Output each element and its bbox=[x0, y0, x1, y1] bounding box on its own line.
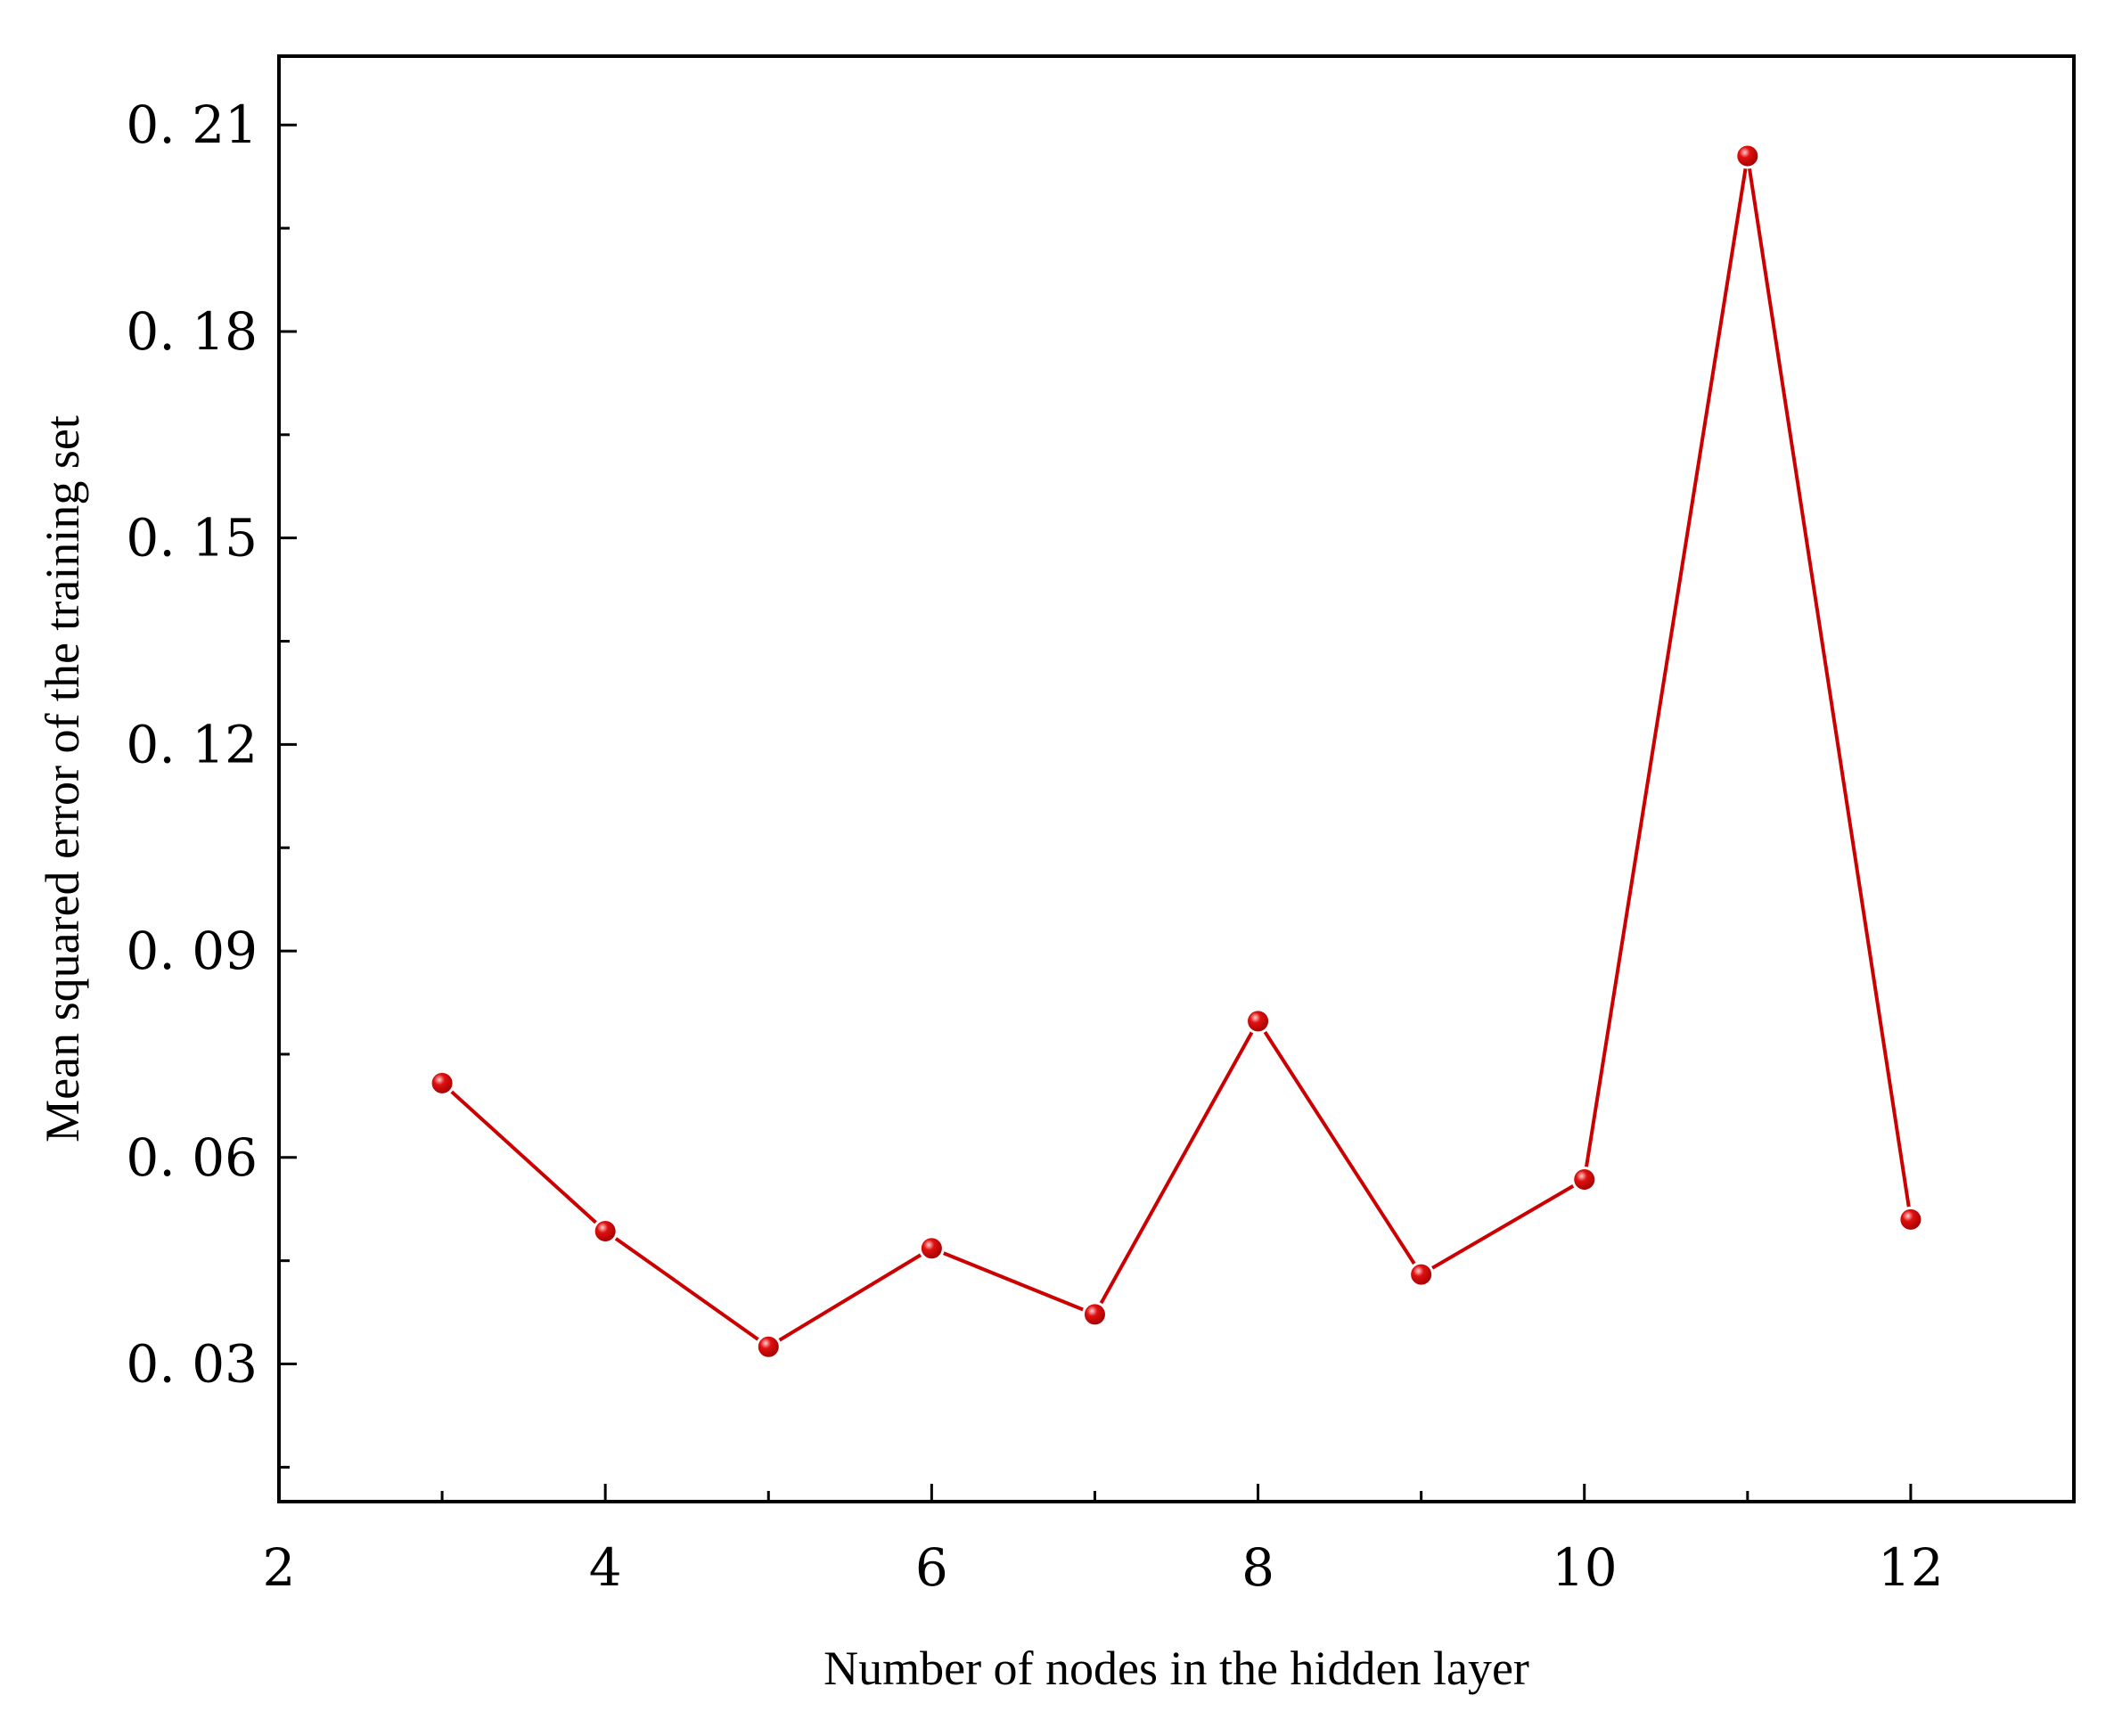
data-point bbox=[1081, 1301, 1108, 1328]
data-point bbox=[918, 1235, 945, 1262]
y-tick-label: 0. 03 bbox=[126, 1334, 258, 1395]
y-axis-title: Mean squared error of the training set bbox=[36, 415, 89, 1142]
x-axis-title: Number of nodes in the hidden layer bbox=[823, 1642, 1529, 1695]
y-tick-label: 0. 15 bbox=[126, 508, 258, 569]
axis-ticks bbox=[277, 123, 1913, 1502]
y-tick-label: 0. 18 bbox=[126, 301, 258, 362]
x-tick-label: 6 bbox=[915, 1537, 948, 1598]
plot-frame bbox=[277, 54, 2076, 1503]
data-point bbox=[592, 1217, 619, 1244]
x-tick-label: 4 bbox=[589, 1537, 622, 1598]
y-tick-label: 0. 12 bbox=[126, 714, 258, 774]
data-point bbox=[1408, 1261, 1435, 1288]
data-point bbox=[1571, 1167, 1598, 1193]
data-point bbox=[1897, 1206, 1924, 1232]
data-point bbox=[755, 1333, 782, 1360]
y-tick-label: 0. 21 bbox=[126, 94, 258, 155]
data-point bbox=[1245, 1008, 1272, 1035]
y-tick-label: 0. 06 bbox=[126, 1127, 258, 1188]
x-tick-label: 10 bbox=[1552, 1537, 1618, 1598]
axis-tick-labels: 2 4 6 8 10 12 0. 03 0. 06 0. 09 0. 12 0. 15 0. 18 0.… bbox=[126, 94, 1943, 1598]
x-tick-label: 8 bbox=[1241, 1537, 1274, 1598]
data-series bbox=[429, 143, 1924, 1360]
y-tick-label: 0. 09 bbox=[126, 921, 258, 981]
data-point bbox=[429, 1069, 455, 1096]
x-tick-label: 12 bbox=[1878, 1537, 1944, 1598]
x-tick-label: 2 bbox=[263, 1537, 296, 1598]
series-line bbox=[440, 153, 1913, 1349]
data-point bbox=[1734, 143, 1761, 169]
